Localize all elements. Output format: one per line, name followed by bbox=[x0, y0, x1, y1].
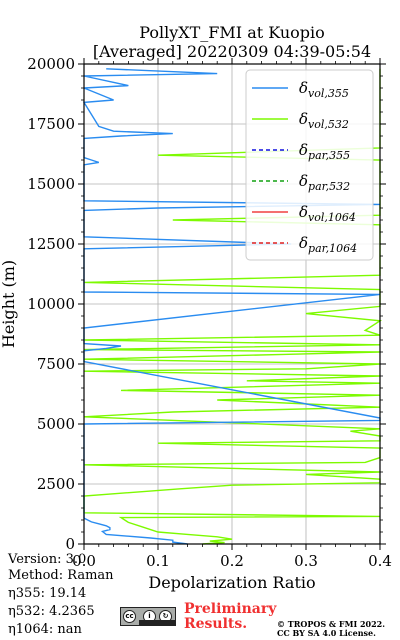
legend-label: δvol,355 bbox=[299, 79, 349, 100]
license-note: © TROPOS & FMI 2022. CC BY SA 4.0 Licens… bbox=[277, 619, 386, 638]
legend-label: δpar,355 bbox=[299, 141, 350, 162]
x-tick-label: 0.3 bbox=[294, 552, 318, 570]
legend-label: δpar,1064 bbox=[299, 234, 357, 255]
version-text: Version: 3.0 bbox=[8, 552, 87, 567]
preliminary-results-note: Preliminary Results. bbox=[184, 601, 277, 632]
y-tick-label: 5000 bbox=[37, 415, 75, 433]
eta532-text: η532: 4.2365 bbox=[8, 604, 95, 619]
chart-title: PollyXT_FMI at Kuopio bbox=[139, 23, 325, 42]
axis-ticks: 0.0 0.1 0.2 0.3 0.4 0 2500 5000 7500 10000 12500 15… bbox=[27, 55, 392, 570]
x-axis-label: Depolarization Ratio bbox=[148, 573, 315, 592]
eta1064-text: η1064: nan bbox=[8, 622, 82, 637]
x-tick-label: 0.0 bbox=[72, 552, 96, 570]
x-tick-label: 0.1 bbox=[146, 552, 170, 570]
legend-label: δvol,532 bbox=[299, 110, 349, 131]
method-text: Method: Raman bbox=[8, 568, 114, 583]
legend: δvol,355 δvol,532 δpar,355 δpar,532 δvol,106… bbox=[245, 69, 374, 261]
x-tick-label: 0.2 bbox=[220, 552, 244, 570]
y-tick-label: 17500 bbox=[27, 115, 75, 133]
cc-icon: cc bbox=[123, 610, 136, 623]
y-tick-label: 20000 bbox=[27, 55, 75, 73]
legend-label: δvol,1064 bbox=[299, 203, 356, 224]
y-tick-label: 12500 bbox=[27, 235, 75, 253]
y-tick-label: 0 bbox=[65, 535, 75, 553]
chart-subtitle: [Averaged] 20220309 04:39-05:54 bbox=[93, 42, 371, 61]
y-tick-label: 2500 bbox=[37, 475, 75, 493]
y-axis-label: Height (m) bbox=[0, 260, 18, 348]
y-tick-label: 15000 bbox=[27, 175, 75, 193]
eta355-text: η355: 19.14 bbox=[8, 586, 87, 601]
cc-license-badge: cc i ↻ bbox=[120, 607, 176, 626]
legend-label: δpar,532 bbox=[299, 172, 350, 193]
y-tick-label: 7500 bbox=[37, 355, 75, 373]
x-tick-label: 0.4 bbox=[368, 552, 392, 570]
y-tick-label: 10000 bbox=[27, 295, 75, 313]
